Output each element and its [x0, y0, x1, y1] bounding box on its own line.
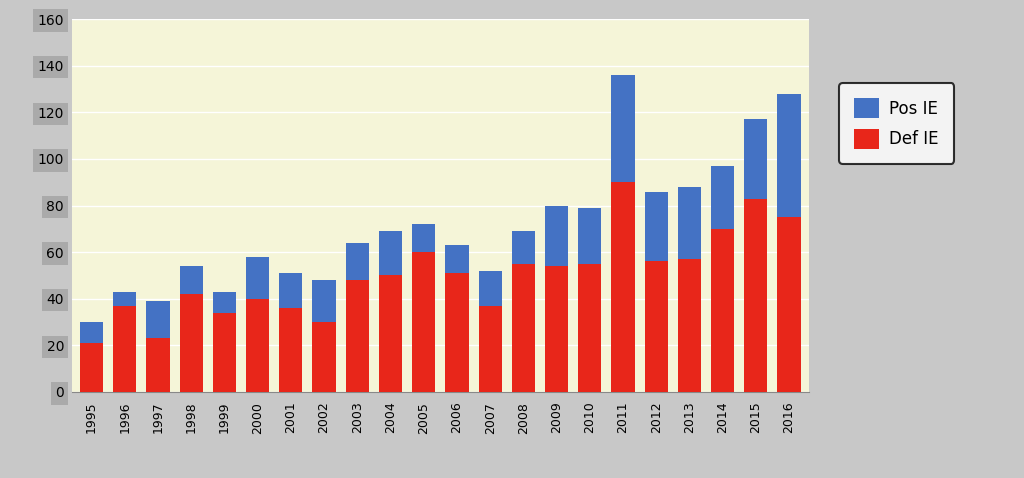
- Bar: [213, 313, 237, 392]
- Bar: [644, 192, 668, 261]
- Bar: [579, 208, 601, 264]
- Bar: [246, 299, 269, 392]
- Bar: [246, 257, 269, 299]
- Bar: [445, 245, 469, 273]
- Bar: [777, 94, 801, 217]
- Bar: [379, 275, 402, 392]
- Bar: [80, 343, 103, 392]
- Bar: [545, 266, 568, 392]
- Bar: [512, 231, 535, 264]
- Bar: [146, 301, 170, 338]
- Bar: [711, 229, 734, 392]
- Bar: [346, 243, 369, 280]
- Bar: [379, 231, 402, 275]
- Bar: [80, 322, 103, 343]
- Bar: [114, 306, 136, 392]
- Bar: [744, 120, 767, 198]
- Bar: [611, 75, 635, 182]
- Bar: [711, 166, 734, 229]
- Bar: [114, 292, 136, 306]
- Bar: [146, 338, 170, 392]
- Bar: [744, 198, 767, 392]
- Legend: Pos IE, Def IE: Pos IE, Def IE: [840, 83, 954, 163]
- Bar: [545, 206, 568, 266]
- Bar: [445, 273, 469, 392]
- Bar: [312, 322, 336, 392]
- Bar: [280, 308, 302, 392]
- Bar: [611, 182, 635, 392]
- Bar: [512, 264, 535, 392]
- Bar: [179, 266, 203, 294]
- Bar: [478, 306, 502, 392]
- Bar: [412, 224, 435, 252]
- Bar: [777, 217, 801, 392]
- Bar: [179, 294, 203, 392]
- Bar: [412, 252, 435, 392]
- Bar: [478, 271, 502, 306]
- Bar: [312, 280, 336, 322]
- Bar: [678, 259, 701, 392]
- Bar: [213, 292, 237, 313]
- Bar: [280, 273, 302, 308]
- Bar: [644, 261, 668, 392]
- Bar: [678, 187, 701, 259]
- Bar: [346, 280, 369, 392]
- Bar: [579, 264, 601, 392]
